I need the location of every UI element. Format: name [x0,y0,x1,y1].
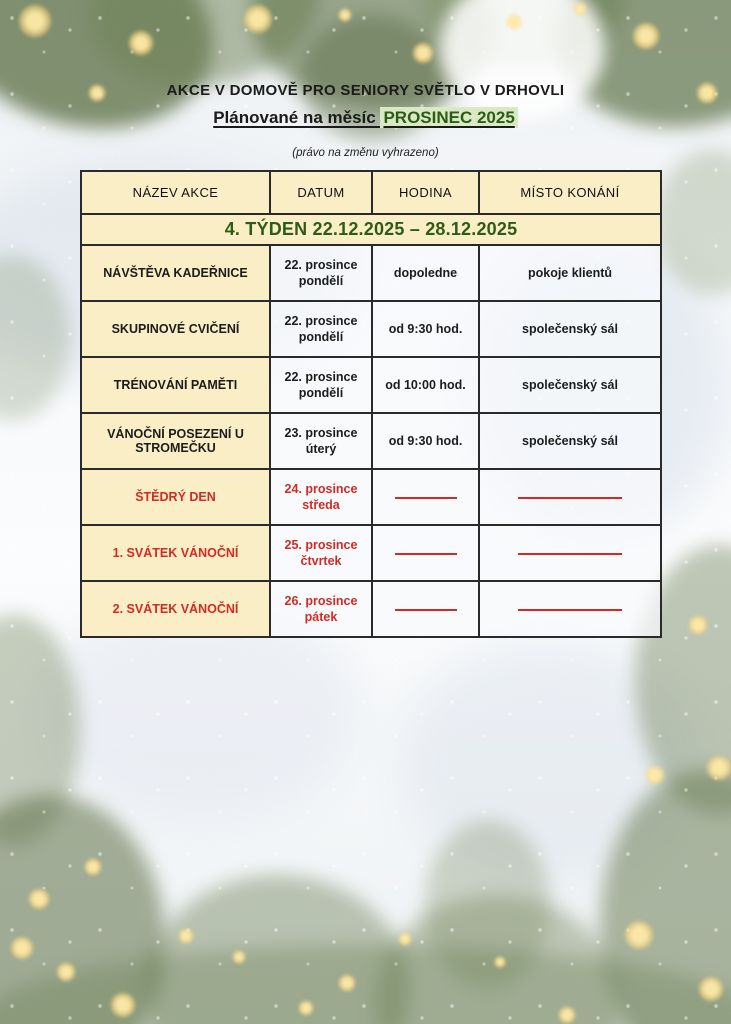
event-time-cell [371,468,480,526]
event-name-cell: 1. SVÁTEK VÁNOČNÍ [80,524,271,582]
event-date-cell: 22. prosince pondělí [269,356,373,414]
event-date-cell: 23. prosince úterý [269,412,373,470]
bokeh-light [338,8,352,22]
holiday-row: 1. SVÁTEK VÁNOČNÍ 25. prosince čtvrtek [80,524,662,582]
event-date-cell: 24. prosince středa [269,468,373,526]
blank-line [394,608,457,611]
holiday-row: ŠTĚDRÝ DEN 24. prosince středa [80,468,662,526]
fir-branch-decoration [425,820,550,990]
event-place-cell: pokoje klientů [478,244,662,302]
blank-line [518,552,622,555]
week-banner-row: 4. TÝDEN 22.12.2025 – 28.12.2025 [80,213,662,246]
event-name-cell: TRÉNOVÁNÍ PAMĚTI [80,356,271,414]
holiday-row: 2. SVÁTEK VÁNOČNÍ 26. prosince pátek [80,580,662,638]
bokeh-light [338,974,356,992]
bokeh-light [632,22,660,50]
bokeh-light [698,976,724,1002]
month-highlight: PROSINEC 2025 [380,107,518,128]
event-date-cell: 22. prosince pondělí [269,244,373,302]
bokeh-light [128,30,154,56]
bokeh-light [178,928,194,944]
events-table: NÁZEV AKCE DATUM HODINA MÍSTO KONÁNÍ 4. … [80,170,662,638]
event-time-cell: od 10:00 hod. [371,356,480,414]
column-header-misto-konani: MÍSTO KONÁNÍ [478,170,662,215]
blank-line [394,552,457,555]
bokeh-light [88,84,106,102]
bokeh-light [506,14,522,30]
event-date-cell: 22. prosince pondělí [269,300,373,358]
event-name-cell: ŠTĚDRÝ DEN [80,468,271,526]
bokeh-light [398,932,412,946]
bokeh-light [10,936,34,960]
subtitle-prefix: Plánované na měsíc [213,108,381,127]
event-place-cell [478,580,662,638]
bokeh-light [243,4,273,34]
bokeh-light [412,42,434,64]
event-place-cell [478,468,662,526]
column-header-row: NÁZEV AKCE DATUM HODINA MÍSTO KONÁNÍ [80,170,662,215]
column-header-hodina: HODINA [371,170,480,215]
event-name-cell: SKUPINOVÉ CVIČENÍ [80,300,271,358]
bokeh-light [645,765,665,785]
bokeh-light [688,615,708,635]
event-time-cell: dopoledne [371,244,480,302]
page-title: AKCE V DOMOVĚ PRO SENIORY SVĚTLO V DRHOV… [166,82,565,99]
week-banner: 4. TÝDEN 22.12.2025 – 28.12.2025 [80,213,662,246]
bokeh-light [28,888,50,910]
bokeh-light [298,1000,314,1016]
event-time-cell: od 9:30 hod. [371,412,480,470]
bokeh-light [494,956,506,968]
bokeh-light [624,920,654,950]
blank-line [394,496,457,499]
change-note: (právo na změnu vyhrazeno) [292,147,439,159]
bokeh-light [696,82,718,104]
event-place-cell: společenský sál [478,412,662,470]
event-time-cell: od 9:30 hod. [371,300,480,358]
event-place-cell: společenský sál [478,300,662,358]
blank-line [518,496,622,499]
event-row: SKUPINOVÉ CVIČENÍ 22. prosince pondělí o… [80,300,662,358]
subtitle: Plánované na měsíc PROSINEC 2025 [0,107,731,128]
bokeh-light [18,4,52,38]
bokeh-light [84,858,102,876]
blank-line [518,608,622,611]
bokeh-light [56,962,76,982]
event-date-cell: 25. prosince čtvrtek [269,524,373,582]
bokeh-light [232,950,246,964]
event-name-cell: VÁNOČNÍ POSEZENÍ U STROMEČKU [80,412,271,470]
snow-clump [440,0,605,120]
event-date-cell: 26. prosince pátek [269,580,373,638]
event-row: NÁVŠTĚVA KADEŘNICE 22. prosince pondělí … [80,244,662,302]
event-name-cell: 2. SVÁTEK VÁNOČNÍ [80,580,271,638]
event-row: VÁNOČNÍ POSEZENÍ U STROMEČKU 23. prosinc… [80,412,662,470]
event-place-cell: společenský sál [478,356,662,414]
column-header-datum: DATUM [269,170,373,215]
event-time-cell [371,524,480,582]
bokeh-light [573,2,587,16]
event-row: TRÉNOVÁNÍ PAMĚTI 22. prosince pondělí od… [80,356,662,414]
bokeh-light [558,1006,576,1024]
event-name-cell: NÁVŠTĚVA KADEŘNICE [80,244,271,302]
bokeh-light [110,992,136,1018]
column-header-nazev-akce: NÁZEV AKCE [80,170,271,215]
event-place-cell [478,524,662,582]
event-time-cell [371,580,480,638]
bokeh-light [706,755,731,781]
